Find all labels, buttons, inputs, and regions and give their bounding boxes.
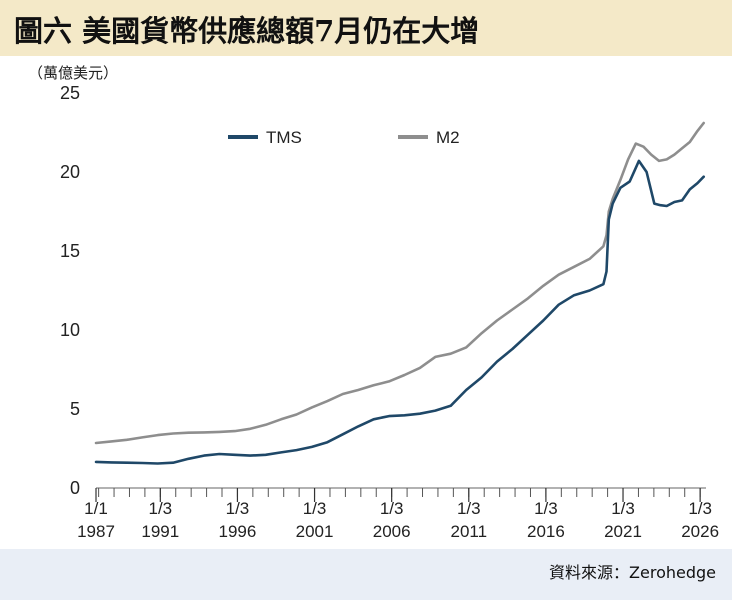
x-tick-label-year: 1987: [77, 522, 115, 541]
x-tick-label-year: 2006: [373, 522, 411, 541]
y-tick-label: 10: [60, 320, 80, 340]
x-tick-label: 1/1: [84, 499, 108, 518]
x-tick-label-year: 1991: [141, 522, 179, 541]
legend-label-m2: M2: [436, 128, 460, 147]
x-tick-label: 1/3: [148, 499, 172, 518]
x-tick-label: 1/3: [457, 499, 481, 518]
x-tick-label-year: 2011: [451, 522, 488, 541]
title-bar: [0, 0, 732, 56]
legend-label-tms: TMS: [266, 128, 302, 147]
x-tick-label-year: 2026: [681, 522, 719, 541]
y-tick-label: 0: [70, 478, 80, 498]
y-tick-label: 25: [60, 83, 80, 103]
x-tick-label: 1/3: [688, 499, 712, 518]
y-tick-label: 20: [60, 162, 80, 182]
chart-title: 圖六 美國貨幣供應總額7月仍在大增: [14, 14, 480, 48]
x-tick-label-year: 2001: [296, 522, 334, 541]
x-tick-label-year: 2021: [604, 522, 642, 541]
y-tick-label: 5: [70, 399, 80, 419]
x-tick-label-year: 2016: [527, 522, 565, 541]
y-tick-label: 15: [60, 241, 80, 261]
x-tick-label: 1/3: [534, 499, 558, 518]
y-axis-unit-label: （萬億美元）: [28, 64, 119, 82]
x-tick-label-year: 1996: [219, 522, 257, 541]
series-line-m2: [94, 121, 705, 445]
x-tick-label: 1/3: [380, 499, 404, 518]
plot-area: [96, 93, 706, 488]
source-bar: [0, 549, 732, 600]
series-line-tms: [94, 159, 705, 465]
x-tick-label: 1/3: [611, 499, 635, 518]
x-tick-label: 1/3: [303, 499, 327, 518]
x-tick-label: 1/3: [226, 499, 250, 518]
source-note: 資料來源：Zerohedge: [549, 563, 716, 582]
